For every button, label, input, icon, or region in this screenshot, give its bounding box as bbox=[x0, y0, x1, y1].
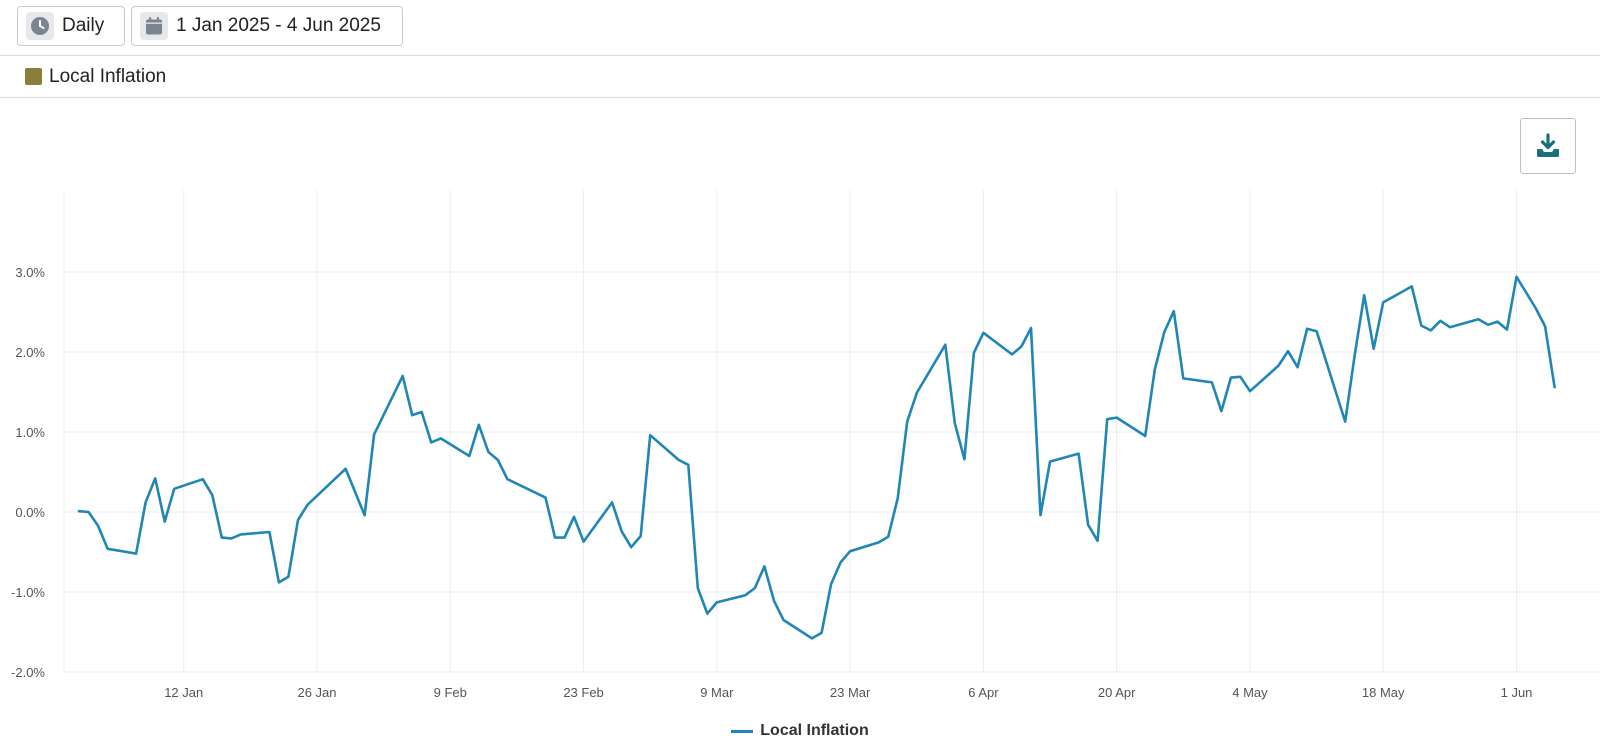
y-tick-label: -2.0% bbox=[11, 665, 45, 680]
download-icon bbox=[1537, 133, 1559, 157]
chart-legend: Local Inflation bbox=[0, 722, 1600, 740]
y-tick-label: 0.0% bbox=[15, 505, 45, 520]
series-color-swatch[interactable] bbox=[25, 68, 42, 85]
x-tick-label: 12 Jan bbox=[164, 685, 203, 700]
x-tick-label: 9 Mar bbox=[700, 685, 734, 700]
chart-legend-label[interactable]: Local Inflation bbox=[760, 722, 869, 739]
x-tick-label: 6 Apr bbox=[968, 685, 999, 700]
x-tick-label: 23 Feb bbox=[563, 685, 603, 700]
series-legend-row: Local Inflation bbox=[0, 56, 1600, 98]
x-tick-label: 9 Feb bbox=[434, 685, 467, 700]
x-tick-label: 20 Apr bbox=[1098, 685, 1136, 700]
series-lines bbox=[77, 275, 1556, 640]
x-tick-label: 1 Jun bbox=[1501, 685, 1533, 700]
y-tick-label: 3.0% bbox=[15, 265, 45, 280]
x-tick-label: 4 May bbox=[1232, 685, 1268, 700]
y-tick-label: -1.0% bbox=[11, 585, 45, 600]
date-range-button[interactable]: 1 Jan 2025 - 4 Jun 2025 bbox=[131, 6, 403, 46]
download-button[interactable] bbox=[1520, 118, 1576, 174]
frequency-label: Daily bbox=[62, 15, 105, 36]
grid-lines bbox=[63, 190, 1600, 673]
series-line-local-inflation[interactable] bbox=[77, 275, 1556, 640]
x-tick-label: 23 Mar bbox=[830, 685, 871, 700]
y-tick-label: 2.0% bbox=[15, 345, 45, 360]
chart-legend-line bbox=[731, 729, 754, 733]
clock-icon bbox=[26, 12, 54, 40]
date-range-label: 1 Jan 2025 - 4 Jun 2025 bbox=[176, 15, 381, 36]
series-legend-label[interactable]: Local Inflation bbox=[49, 65, 167, 87]
y-tick-label: 1.0% bbox=[15, 425, 45, 440]
calendar-icon bbox=[140, 12, 168, 40]
line-chart: 3.0% 2.0% 1.0% 0.0% -1.0% -2.0% 12 Jan 26 Jan 9… bbox=[11, 190, 1600, 700]
x-tick-label: 18 May bbox=[1362, 685, 1405, 700]
x-axis-ticks: 12 Jan 26 Jan 9 Feb 23 Feb 9 Mar 23 Mar 6 Apr 2… bbox=[164, 685, 1532, 700]
y-axis-ticks: 3.0% 2.0% 1.0% 0.0% -1.0% -2.0% bbox=[11, 265, 45, 680]
x-tick-label: 26 Jan bbox=[297, 685, 336, 700]
frequency-button[interactable]: Daily bbox=[17, 6, 125, 46]
toolbar: Daily 1 Jan 2025 - 4 Jun 2025 bbox=[0, 0, 1600, 56]
